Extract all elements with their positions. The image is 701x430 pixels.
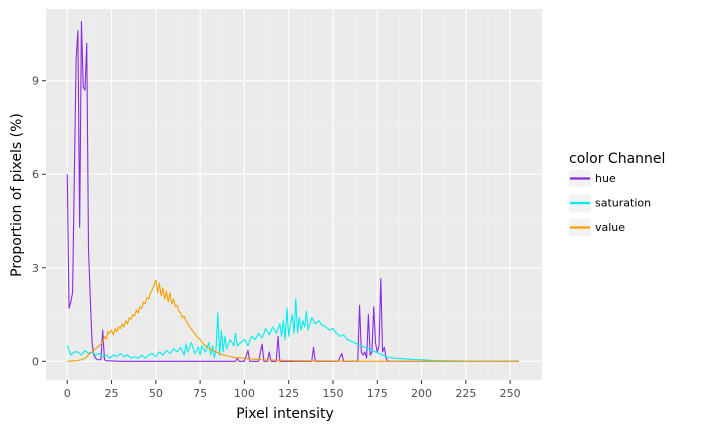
y-tick-label: 0 [32, 355, 39, 368]
y-axis: 0 3 6 9 [32, 75, 46, 368]
series-layer [66, 20, 519, 362]
y-tick-label: 6 [32, 168, 39, 181]
legend-label-hue: hue [595, 172, 616, 185]
legend-label-value: value [595, 221, 625, 234]
x-tick-label: 150 [322, 387, 343, 400]
legend: color Channel hue saturation value [569, 151, 665, 236]
x-tick-label: 100 [234, 387, 255, 400]
y-axis-title: Proportion of pixels (%) [9, 113, 25, 277]
x-tick-label: 200 [411, 387, 432, 400]
x-tick-label: 175 [367, 387, 388, 400]
grid-minor [46, 9, 542, 380]
legend-title: color Channel [569, 151, 665, 167]
legend-label-saturation: saturation [595, 197, 651, 210]
x-axis: 0 25 50 75 100 125 150 175 200 225 250 [64, 380, 521, 400]
x-axis-title: Pixel intensity [236, 406, 334, 422]
x-tick-label: 250 [500, 387, 521, 400]
y-tick-label: 3 [32, 262, 39, 275]
y-tick-label: 9 [32, 75, 39, 88]
series-line-value [67, 279, 519, 362]
x-tick-label: 0 [64, 387, 71, 400]
series-line-saturation [66, 298, 519, 362]
x-tick-label: 225 [455, 387, 476, 400]
series-line-hue [66, 20, 519, 362]
x-tick-label: 25 [105, 387, 119, 400]
x-tick-label: 125 [278, 387, 299, 400]
x-tick-label: 50 [149, 387, 163, 400]
x-tick-label: 75 [193, 387, 207, 400]
